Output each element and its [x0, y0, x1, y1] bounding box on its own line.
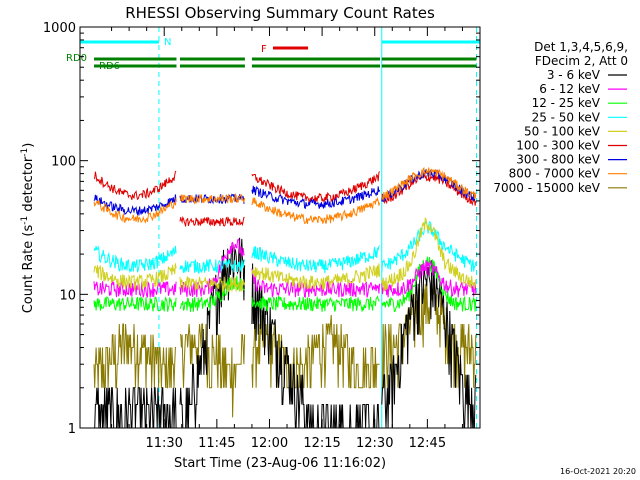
- chart-title: RHESSI Observing Summary Count Rates: [125, 4, 435, 22]
- flag-label-rd0: RD0: [66, 53, 87, 64]
- legend-label: 6 - 12 keV: [539, 82, 601, 96]
- series-line: [251, 314, 380, 389]
- series-group: [93, 167, 477, 429]
- legend-label: 3 - 6 keV: [547, 68, 601, 82]
- legend-label: 12 - 25 keV: [532, 96, 601, 110]
- y-tick-label: 1000: [43, 21, 76, 36]
- legend-label: 50 - 100 keV: [524, 124, 601, 138]
- plot-frame: [79, 26, 481, 429]
- series-line: [93, 170, 177, 200]
- x-tick-label: 12:15: [303, 436, 340, 451]
- y-axis-label-part3: ): [21, 143, 36, 148]
- series-line: [251, 268, 381, 299]
- series-line: [93, 296, 177, 312]
- series-line: [381, 167, 477, 201]
- y-tick-label: 100: [51, 155, 76, 170]
- series-line: [179, 238, 245, 298]
- series-line: [179, 276, 246, 294]
- y-axis-label-part1: Count Rate (s: [21, 225, 36, 314]
- series-line: [94, 387, 177, 429]
- legend-label: 7000 - 15000 keV: [493, 181, 600, 195]
- x-tick-label: 12:45: [409, 436, 446, 451]
- x-tick-label: 12:30: [356, 436, 393, 451]
- series-line: [251, 245, 380, 274]
- y-axis-label-sup2: -1: [20, 148, 30, 157]
- series-line: [381, 217, 477, 292]
- series-line: [93, 323, 177, 389]
- series-line: [381, 221, 477, 273]
- x-axis-label: Start Time (23-Aug-06 11:16:02): [174, 456, 386, 471]
- legend-label: 100 - 300 keV: [516, 139, 600, 153]
- legend-label: 25 - 50 keV: [532, 110, 601, 124]
- series-line: [251, 263, 381, 291]
- flag-label-n: N: [164, 37, 171, 48]
- series-line: [93, 263, 177, 291]
- series-line: [251, 196, 381, 225]
- series-line: [251, 295, 380, 312]
- x-tick-label: 12:00: [251, 436, 288, 451]
- flag-label-f: F: [261, 44, 267, 55]
- y-axis-label-part2: detector: [21, 156, 36, 216]
- legend-label: 300 - 800 keV: [516, 153, 600, 167]
- series-line: [93, 279, 177, 298]
- series-line: [179, 193, 246, 205]
- y-axis-label-sup1: -1: [20, 216, 30, 225]
- series-line: [179, 216, 245, 227]
- series-line: [381, 260, 477, 429]
- series-line: [179, 259, 246, 275]
- footer-date: 16-Oct-2021 20:20: [560, 467, 636, 476]
- axes: 1 10 100 1000 11:30 11:45 12:00 12:15 12:30 12:45: [43, 21, 481, 451]
- legend-header-line2: FDecim 2, Att 0: [535, 54, 628, 68]
- y-tick-label: 1: [68, 422, 76, 437]
- flag-bars: N F RD0 RD6: [66, 37, 480, 72]
- x-tick-label: 11:30: [145, 436, 182, 451]
- flag-label-rd6: RD6: [99, 61, 120, 72]
- series-line: [93, 244, 177, 274]
- y-axis-label: Count Rate (s-1 detector-1): [20, 143, 36, 314]
- series-line: [93, 197, 177, 224]
- legend-header-line1: Det 1,3,4,5,6,9,: [534, 40, 628, 54]
- series-line: [381, 260, 477, 298]
- legend-label: 800 - 7000 keV: [509, 167, 601, 181]
- y-tick-label: 10: [59, 288, 76, 303]
- series-line: [179, 275, 246, 312]
- series-line: [251, 185, 381, 210]
- x-tick-label: 11:45: [198, 436, 235, 451]
- series-line: [180, 323, 246, 418]
